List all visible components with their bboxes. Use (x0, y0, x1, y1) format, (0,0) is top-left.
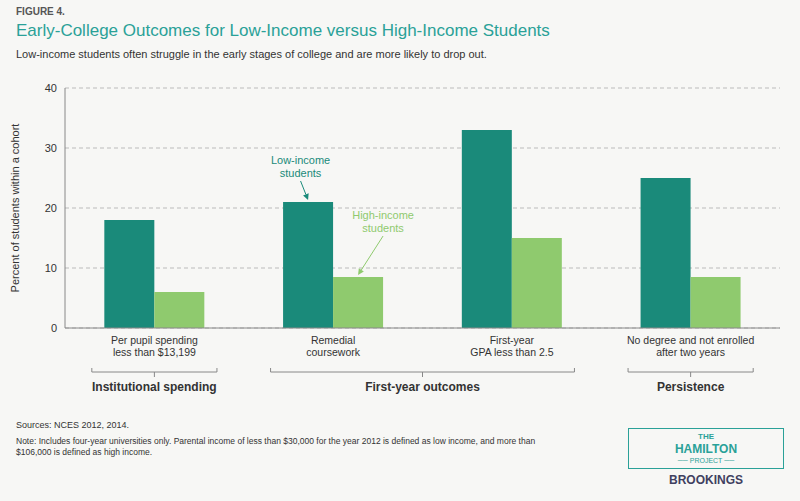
svg-text:20: 20 (45, 202, 57, 214)
html-text:Note: Includes four-year unive: Note: Includes four-year universities on… (16, 436, 536, 457)
svg-text:Per pupil spendingless than $1: Per pupil spendingless than $13,199 (111, 334, 198, 358)
svg-text:30: 30 (45, 142, 57, 154)
html-text:BROOKINGS: BROOKINGS (669, 473, 743, 487)
svg-text:Persistence: Persistence (657, 380, 725, 394)
html-text:── PROJECT ──: ── PROJECT ── (677, 457, 735, 464)
svg-text:40: 40 (45, 82, 57, 94)
svg-text:First-yearGPA less than 2.5: First-yearGPA less than 2.5 (470, 334, 553, 358)
html-text:Low-income students often stru: Low-income students often struggle in th… (16, 48, 487, 60)
svg-text:Percent of students within a c: Percent of students within a cohort (9, 124, 21, 293)
svg-text:10: 10 (45, 262, 57, 274)
svg-text:0: 0 (51, 322, 57, 334)
svg-text:Low-incomestudents: Low-incomestudents (271, 154, 330, 179)
svg-text:First-year outcomes: First-year outcomes (365, 380, 480, 394)
html-text:Early-College Outcomes for Low: Early-College Outcomes for Low-Income ve… (16, 21, 550, 40)
svg-text:High-incomestudents: High-incomestudents (352, 209, 414, 234)
svg-text:Remedialcoursework: Remedialcoursework (306, 334, 360, 358)
svg-text:Institutional spending: Institutional spending (92, 380, 217, 394)
html-text:FIGURE 4.: FIGURE 4. (16, 6, 65, 17)
html-text:HAMILTON: HAMILTON (674, 442, 738, 456)
svg-text:No degree and not enrolledafte: No degree and not enrolledafter two year… (627, 334, 754, 358)
html-text:Sources: NCES 2012, 2014.: Sources: NCES 2012, 2014. (16, 420, 130, 430)
html-text:THE: THE (698, 432, 714, 441)
